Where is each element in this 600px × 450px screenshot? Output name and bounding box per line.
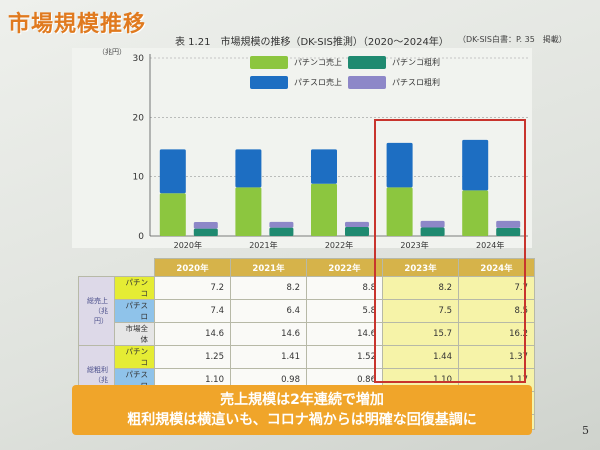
table-cell: 8.8	[306, 276, 383, 300]
x-tick-label: 2021年	[249, 240, 277, 250]
bar-profit-segment	[420, 227, 445, 236]
table-cell: 15.7	[382, 322, 459, 346]
table-row-label: パチンコ	[114, 276, 155, 300]
chart-area	[72, 48, 532, 248]
page-title: 市場規模推移	[8, 12, 147, 37]
bar-sales-segment	[235, 187, 262, 236]
table-cell: 7.7	[458, 276, 535, 300]
table-cell: 7.4	[154, 299, 231, 323]
legend-swatch-pachinko-sales	[250, 56, 288, 69]
legend-item-pachinko-profit: パチンコ粗利	[348, 56, 440, 69]
bar-profit-segment	[345, 221, 369, 227]
table-group-label-line: 総粗利	[87, 366, 108, 374]
bar-profit-segment	[193, 222, 218, 229]
table-cell: 8.2	[230, 276, 307, 300]
table-corner	[79, 259, 155, 277]
summary-line-2: 粗利規模は横這いも、コロナ禍からは明確な回復基調に	[127, 412, 477, 428]
legend-swatch-pachislot-sales	[250, 76, 288, 89]
table-cell: 1.41	[230, 345, 307, 369]
table-cell: 1.52	[306, 345, 383, 369]
table-cell: 1.25	[154, 345, 231, 369]
table-row-label: パチスロ	[114, 299, 155, 323]
bar-profit-segment	[345, 226, 369, 236]
table-cell: 1.37	[458, 345, 535, 369]
legend-swatch-pachislot-profit	[348, 76, 386, 89]
table-header-year: 2020年	[154, 258, 231, 277]
bar-sales-segment	[386, 187, 413, 236]
page-number: 5	[582, 424, 589, 437]
table-header-year: 2021年	[230, 258, 307, 277]
table-group-label: 総売上 （兆円）	[78, 276, 115, 346]
table-header-year: 2022年	[306, 258, 383, 277]
y-tick-label: 0	[138, 232, 144, 242]
bar-profit-segment	[269, 227, 294, 236]
table-cell: 7.2	[154, 276, 231, 300]
bar-sales-segment	[386, 142, 413, 188]
legend-item-pachinko-sales: パチンコ売上	[250, 56, 342, 69]
bar-sales-segment	[159, 149, 186, 194]
table-cell: 14.6	[306, 322, 383, 346]
legend-label-pachislot-sales: パチスロ売上	[294, 78, 342, 87]
highlight-box	[374, 119, 526, 383]
x-tick-label: 2020年	[174, 240, 202, 250]
bar-sales-segment	[311, 149, 337, 184]
table-group-label-line: 総売上	[87, 297, 108, 305]
bar-profit-segment	[193, 228, 218, 236]
y-axis-unit-label: （兆円）	[98, 47, 126, 56]
legend-item-pachislot-profit: パチスロ粗利	[348, 76, 440, 89]
x-tick-label: 2024年	[476, 240, 504, 250]
table-cell: 14.6	[230, 322, 307, 346]
table-cell: 7.5	[382, 299, 459, 323]
table-cell: 1.44	[382, 345, 459, 369]
table-row: パチスロ 7.4 6.4 5.8 7.5 8.5	[79, 299, 535, 323]
table-header-year: 2023年	[382, 258, 459, 277]
legend-label-pachislot-profit: パチスロ粗利	[392, 78, 440, 87]
table-caption: 表 1.21 市場規模の推移（DK-SIS推測）（2020〜2024年）	[175, 37, 449, 48]
bar-profit-segment	[496, 220, 521, 228]
table-group-label-line: （兆円）	[94, 307, 108, 325]
summary-banner: 売上規模は2年連続で増加 粗利規模は横這いも、コロナ禍からは明確な回復基調に	[72, 385, 532, 435]
table-row-label: パチンコ	[114, 345, 155, 369]
y-tick-label: 30	[133, 54, 145, 64]
source-note: （DK-SIS白書：P. 35 掲載）	[458, 35, 567, 44]
bar-profit-segment	[420, 220, 445, 228]
bar-sales-segment	[159, 193, 186, 236]
y-tick-label: 20	[133, 113, 145, 123]
table-cell: 5.8	[306, 299, 383, 323]
legend-label-pachinko-sales: パチンコ売上	[294, 58, 342, 67]
table-cell: 6.4	[230, 299, 307, 323]
x-tick-label: 2022年	[325, 240, 353, 250]
table-row-label: 市場全体	[114, 322, 155, 346]
table-header-row: 2020年 2021年 2022年 2023年 2024年	[79, 258, 535, 277]
bar-sales-segment	[235, 149, 262, 188]
y-tick-label: 10	[133, 173, 145, 183]
legend-swatch-pachinko-profit	[348, 56, 386, 69]
summary-line-1: 売上規模は2年連続で増加	[220, 392, 384, 408]
bar-profit-segment	[269, 221, 294, 228]
legend-item-pachislot-sales: パチスロ売上	[250, 76, 342, 89]
bar-sales-segment	[462, 139, 489, 191]
table-cell: 8.5	[458, 299, 535, 323]
bar-sales-segment	[462, 190, 489, 236]
table-row: 市場全体 14.6 14.6 14.6 15.7 16.2	[79, 322, 535, 346]
legend-label-pachinko-profit: パチンコ粗利	[392, 58, 440, 67]
bar-profit-segment	[496, 227, 521, 236]
table-cell: 14.6	[154, 322, 231, 346]
x-tick-label: 2023年	[400, 240, 428, 250]
bar-sales-segment	[311, 183, 337, 236]
